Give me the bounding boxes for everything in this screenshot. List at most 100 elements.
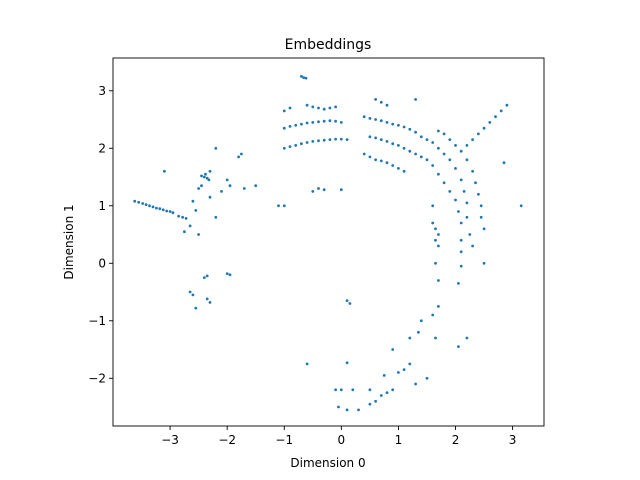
scatter-point: [144, 203, 148, 207]
scatter-point: [294, 123, 298, 127]
scatter-point: [465, 336, 469, 340]
scatter-point: [459, 178, 463, 182]
scatter-point: [357, 408, 360, 412]
scatter-point: [391, 142, 395, 146]
scatter-point: [437, 279, 440, 282]
scatter-point: [477, 192, 480, 196]
scatter-point: [300, 142, 303, 146]
scatter-point: [385, 161, 389, 165]
scatter-point: [442, 132, 446, 136]
scatter-point: [277, 204, 280, 208]
scatter-point: [317, 139, 320, 143]
scatter-point: [305, 103, 309, 107]
scatter-point: [479, 215, 483, 219]
scatter-point: [471, 169, 474, 173]
scatter-point: [191, 293, 195, 297]
scatter-point: [379, 138, 383, 142]
scatter-point: [322, 188, 326, 192]
scatter-point: [391, 122, 395, 126]
scatter-point: [414, 130, 417, 134]
scatter-point: [414, 98, 417, 101]
x-axis-ticks: −3 −2 −1 0 1 2 3: [161, 426, 516, 447]
y-tick-label: 3: [98, 84, 106, 98]
scatter-point: [505, 103, 509, 107]
scatter-point: [434, 336, 437, 340]
scatter-point: [385, 103, 389, 107]
scatter-point: [205, 176, 209, 180]
scatter-point: [334, 137, 337, 141]
scatter-point: [158, 207, 162, 211]
scatter-point: [188, 290, 192, 294]
scatter-point: [305, 362, 309, 366]
scatter-point: [311, 140, 315, 143]
plot-area-frame: [112, 57, 545, 427]
scatter-point: [208, 169, 212, 173]
scatter-point: [408, 336, 412, 340]
scatter-point: [197, 233, 201, 236]
scatter-point: [237, 155, 241, 159]
scatter-point: [165, 209, 169, 213]
scatter-point: [419, 319, 423, 323]
scatter-point: [397, 144, 400, 147]
scatter-point: [379, 394, 383, 397]
scatter-point: [317, 120, 320, 124]
scatter-point: [457, 210, 460, 213]
scatter-point: [161, 208, 165, 212]
scatter-point: [207, 178, 211, 182]
scatter-point: [391, 388, 395, 392]
scatter-point: [402, 368, 406, 371]
scatter-point: [459, 250, 463, 254]
scatter-point: [434, 227, 437, 231]
scatter-point: [322, 107, 326, 111]
scatter-point: [385, 121, 389, 124]
scatter-point: [300, 122, 303, 126]
scatter-point: [385, 391, 389, 394]
scatter-point: [200, 184, 203, 188]
scatter-point: [499, 109, 503, 113]
scatter-point: [334, 105, 337, 109]
y-tick-label: −1: [88, 314, 106, 328]
scatter-point: [362, 115, 366, 119]
scatter-point: [437, 305, 440, 308]
y-tick-label: 1: [98, 199, 106, 213]
scatter-point: [417, 330, 420, 334]
scatter-point: [328, 106, 332, 110]
points-layer: [133, 75, 523, 412]
scatter-point: [345, 361, 349, 365]
scatter-point: [408, 362, 412, 366]
scatter-point: [348, 302, 352, 305]
scatter-point: [459, 221, 463, 225]
scatter-point: [459, 264, 463, 268]
scatter-point: [328, 119, 332, 123]
scatter-point: [425, 138, 429, 142]
scatter-point: [434, 261, 437, 265]
scatter-point: [379, 100, 383, 104]
scatter-point: [374, 118, 377, 121]
scatter-point: [311, 121, 315, 124]
scatter-point: [479, 204, 483, 208]
scatter-point: [465, 158, 469, 162]
scatter-point: [202, 276, 206, 279]
scatter-point: [282, 204, 286, 208]
scatter-point: [181, 215, 185, 219]
scatter-point: [334, 119, 337, 123]
scatter-point: [402, 169, 406, 173]
scatter-point: [457, 345, 460, 348]
scatter-point: [214, 215, 218, 219]
scatter-point: [151, 205, 155, 209]
scatter-point: [437, 172, 440, 176]
scatter-point: [502, 161, 506, 165]
scatter-point: [183, 230, 186, 234]
scatter-point: [431, 141, 435, 144]
scatter-point: [448, 190, 452, 193]
scatter-point: [254, 184, 258, 188]
scatter-point: [462, 190, 466, 193]
scatter-point: [322, 138, 326, 142]
scatter-point: [368, 388, 372, 392]
scatter-point: [339, 121, 343, 124]
scatter-point: [351, 388, 355, 392]
scatter-point: [471, 244, 474, 248]
scatter-point: [408, 127, 412, 131]
scatter-point: [200, 174, 203, 178]
